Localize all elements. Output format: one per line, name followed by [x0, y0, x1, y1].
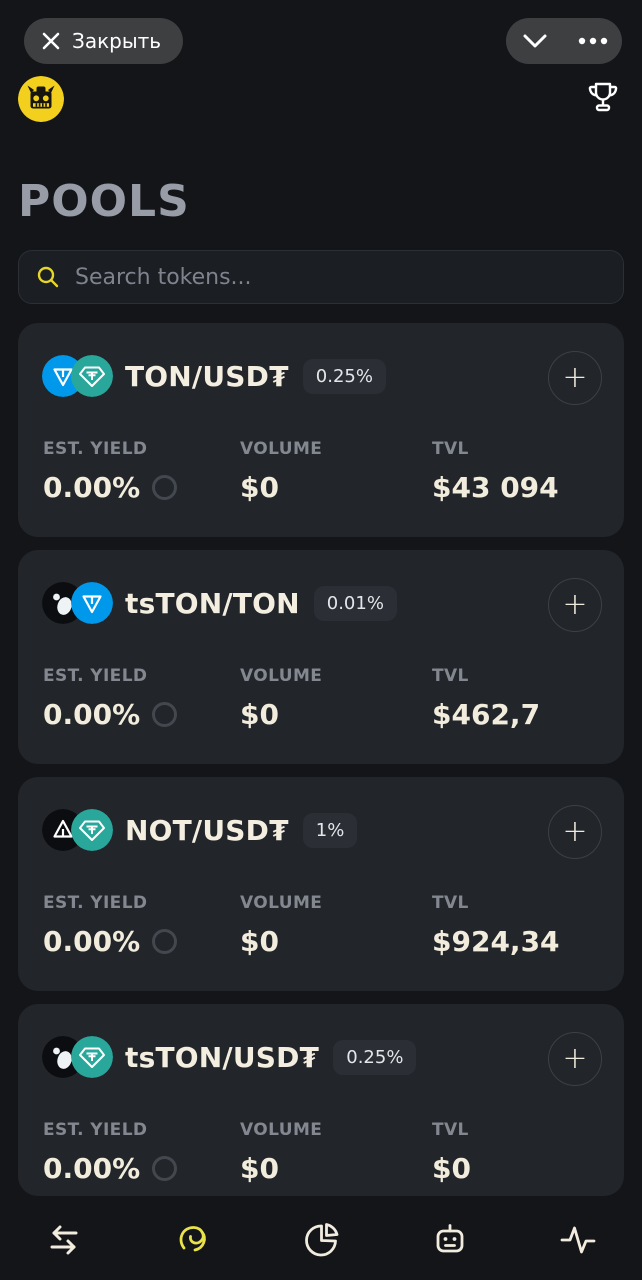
tvl-value: $0 [432, 1152, 471, 1185]
volume-label: VOLUME [240, 439, 323, 459]
pair-name: tsTON/TON [125, 586, 300, 620]
nav-activity[interactable] [554, 1216, 602, 1264]
stat-est-yield: EST. YIELD 0.00% [43, 893, 178, 958]
est-yield-value: 0.00% [43, 1152, 141, 1185]
est-yield-value: 0.00% [43, 698, 141, 731]
search-icon [35, 264, 61, 290]
stat-tvl: TVL $0 [432, 1120, 471, 1185]
window-controls [506, 18, 622, 64]
pie-chart-icon [305, 1223, 339, 1257]
token-pair-icons [42, 1036, 113, 1078]
stat-volume: VOLUME $0 [240, 893, 322, 958]
est-yield-label: EST. YIELD [43, 1120, 148, 1140]
tvl-value: $924,34 [432, 925, 560, 958]
est-yield-label: EST. YIELD [43, 666, 148, 686]
yield-spinner-icon [152, 929, 178, 954]
est-yield-value: 0.00% [43, 925, 141, 958]
est-yield-label: EST. YIELD [43, 893, 148, 913]
volume-value: $0 [240, 698, 279, 731]
tvl-value: $43 094 [432, 471, 559, 504]
add-liquidity-button[interactable]: + [548, 578, 602, 632]
page-title: POOLS [18, 176, 190, 227]
tvl-label: TVL [432, 1120, 469, 1140]
not-token-icon [42, 809, 84, 851]
fee-badge: 1% [302, 812, 358, 848]
token-pair-icons [42, 582, 113, 624]
pair-name: NOT/USD₮ [125, 813, 289, 847]
volume-value: $0 [240, 471, 279, 504]
pool-card-ton-usdt[interactable]: TON/USD₮ 0.25% + EST. YIELD 0.00% VOLUME… [18, 323, 624, 537]
close-button[interactable]: Закрыть [24, 18, 184, 64]
add-liquidity-button[interactable]: + [548, 805, 602, 859]
tvl-label: TVL [432, 893, 469, 913]
est-yield-label: EST. YIELD [43, 439, 148, 459]
tston-token-icon [42, 1036, 84, 1078]
bottom-nav [0, 1200, 642, 1280]
volume-value: $0 [240, 925, 279, 958]
usdt-token-icon [71, 1036, 113, 1078]
pair-row: NOT/USD₮ 1% [42, 809, 534, 851]
stat-est-yield: EST. YIELD 0.00% [43, 1120, 178, 1185]
stat-volume: VOLUME $0 [240, 666, 322, 731]
ton-token-icon [42, 355, 84, 397]
yield-spinner-icon [152, 702, 178, 727]
ton-token-icon [71, 582, 113, 624]
yield-spinner-icon [152, 1156, 178, 1181]
robot-icon [436, 1224, 463, 1253]
pair-name: TON/USD₮ [125, 359, 289, 393]
token-pair-icons [42, 809, 113, 851]
volume-label: VOLUME [240, 893, 323, 913]
pair-row: tsTON/TON 0.01% [42, 582, 534, 624]
pair-name: tsTON/USD₮ [125, 1040, 320, 1074]
search-bar[interactable] [18, 250, 624, 304]
stat-tvl: TVL $462,7 [432, 666, 540, 731]
usdt-token-icon [71, 355, 113, 397]
stat-tvl: TVL $43 094 [432, 439, 559, 504]
stat-tvl: TVL $924,34 [432, 893, 560, 958]
nav-stats[interactable] [297, 1216, 345, 1264]
stat-est-yield: EST. YIELD 0.00% [43, 439, 178, 504]
pools-swirl-icon [179, 1226, 206, 1252]
trophy-icon[interactable] [584, 78, 622, 118]
tvl-value: $462,7 [432, 698, 541, 731]
yield-spinner-icon [152, 475, 178, 500]
fee-badge: 0.01% [313, 585, 397, 621]
robot-avatar[interactable] [18, 76, 64, 122]
add-liquidity-button[interactable]: + [548, 1032, 602, 1086]
pool-card-tston-usdt[interactable]: tsTON/USD₮ 0.25% + EST. YIELD 0.00% VOLU… [18, 1004, 624, 1196]
nav-pools[interactable] [169, 1216, 217, 1264]
volume-value: $0 [240, 1152, 279, 1185]
tvl-label: TVL [432, 439, 469, 459]
x-icon [40, 30, 62, 52]
search-input[interactable] [73, 263, 607, 291]
nav-bot[interactable] [426, 1216, 474, 1264]
activity-pulse-icon [560, 1226, 596, 1254]
est-yield-value: 0.00% [43, 471, 141, 504]
more-button[interactable] [564, 18, 622, 64]
stat-volume: VOLUME $0 [240, 439, 322, 504]
nav-swap[interactable] [40, 1216, 88, 1264]
close-button-label: Закрыть [72, 29, 162, 53]
pool-card-tston-ton[interactable]: tsTON/TON 0.01% + EST. YIELD 0.00% VOLUM… [18, 550, 624, 764]
ellipsis-icon [578, 37, 608, 45]
fee-badge: 0.25% [333, 1039, 417, 1075]
volume-label: VOLUME [240, 1120, 323, 1140]
pool-card-not-usdt[interactable]: NOT/USD₮ 1% + EST. YIELD 0.00% VOLUME $0… [18, 777, 624, 991]
stat-volume: VOLUME $0 [240, 1120, 322, 1185]
stat-est-yield: EST. YIELD 0.00% [43, 666, 178, 731]
collapse-button[interactable] [506, 18, 564, 64]
swap-icon [50, 1225, 78, 1255]
fee-badge: 0.25% [302, 358, 386, 394]
volume-label: VOLUME [240, 666, 323, 686]
tvl-label: TVL [432, 666, 469, 686]
pair-row: TON/USD₮ 0.25% [42, 355, 534, 397]
usdt-token-icon [71, 809, 113, 851]
add-liquidity-button[interactable]: + [548, 351, 602, 405]
token-pair-icons [42, 355, 113, 397]
tston-token-icon [42, 582, 84, 624]
chevron-down-icon [522, 33, 548, 49]
pair-row: tsTON/USD₮ 0.25% [42, 1036, 534, 1078]
